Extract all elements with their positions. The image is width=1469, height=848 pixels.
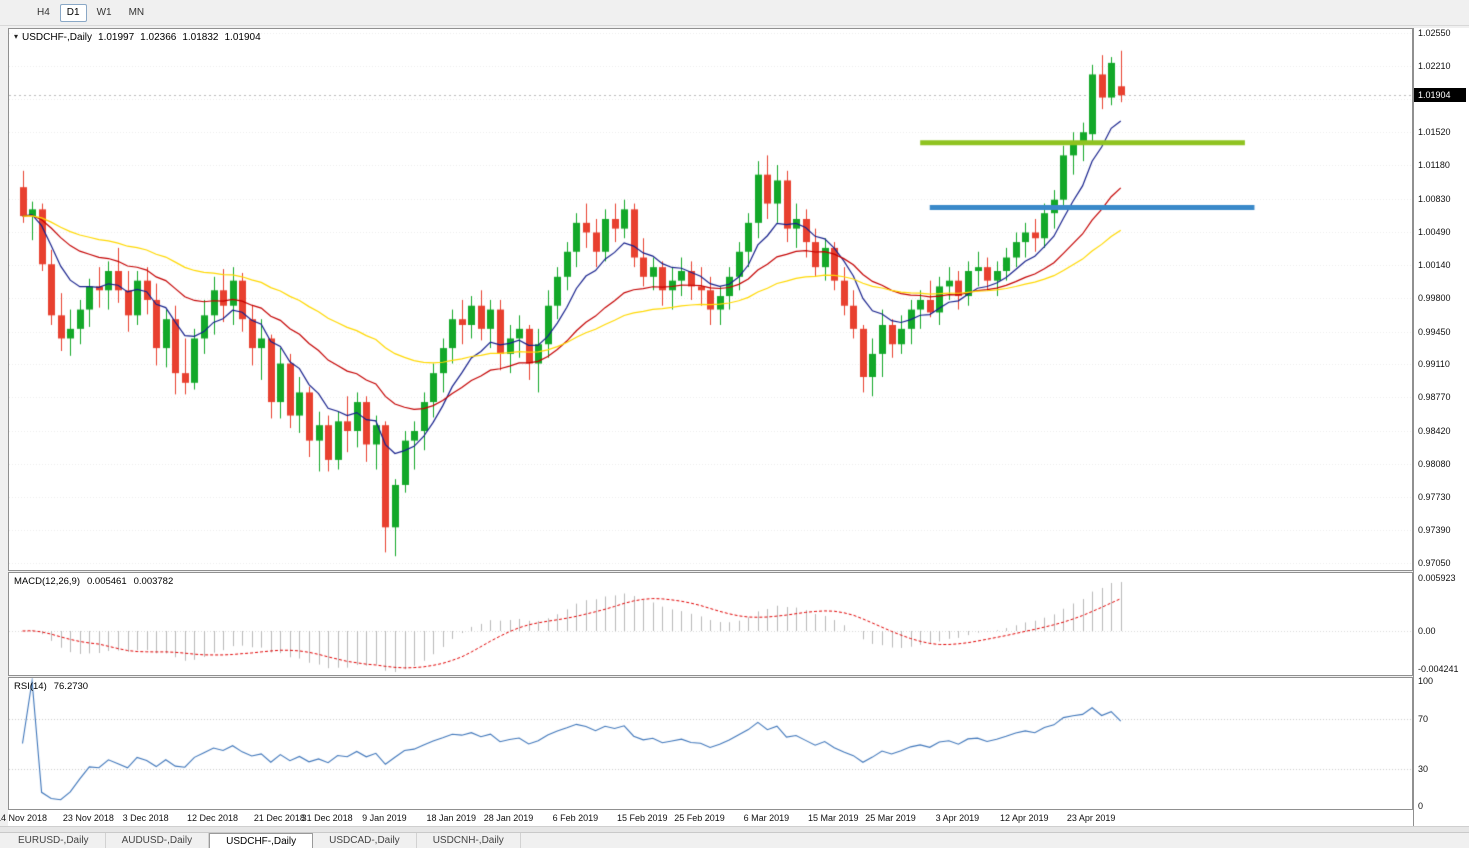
- time-scale-label: 18 Jan 2019: [426, 813, 477, 823]
- timeframe-w1-button[interactable]: W1: [96, 6, 112, 18]
- tab-usdcnh[interactable]: USDCNH-,Daily: [417, 833, 521, 848]
- rsi-panel: RSI(14) 76.2730: [8, 677, 1413, 810]
- price-scale-label: 0.99450: [1418, 326, 1451, 337]
- main-chart-panel: ▾ USDCHF-,Daily 1.01997 1.02366 1.01832 …: [8, 28, 1413, 571]
- price-scale-label: 0.97390: [1418, 525, 1451, 536]
- macd-header: MACD(12,26,9) 0.005461 0.003782: [14, 576, 173, 587]
- price-scale-label: 1.00490: [1418, 226, 1451, 237]
- tab-eurusd[interactable]: EURUSD-,Daily: [2, 833, 106, 848]
- quote-high: 1.02366: [140, 32, 177, 43]
- price-scale[interactable]: 1.01904 1.025501.022101.018701.015201.01…: [1413, 28, 1469, 826]
- time-scale-label: 12 Apr 2019: [999, 813, 1049, 823]
- rsi-label: RSI(14): [14, 681, 47, 692]
- time-scale-label: 3 Dec 2018: [122, 813, 169, 823]
- collapse-arrow-icon[interactable]: ▾: [14, 32, 19, 41]
- price-scale-label: 1.02550: [1418, 28, 1451, 38]
- macd-scale-label: 0.005923: [1418, 572, 1456, 583]
- timeframe-d1-button[interactable]: D1: [59, 3, 87, 22]
- time-scale-label: 9 Jan 2019: [362, 813, 407, 823]
- price-scale-label: 0.99800: [1418, 293, 1451, 303]
- tab-usdchf[interactable]: USDCHF-,Daily: [209, 833, 314, 848]
- macd-value-main: 0.005461: [87, 576, 127, 587]
- time-scale[interactable]: 14 Nov 2018 23 Nov 2018 3 Dec 2018 12 Dec 2…: [0, 810, 1413, 826]
- price-scale-label: 1.00830: [1418, 193, 1451, 204]
- price-scale-label: 0.99110: [1418, 359, 1450, 370]
- current-price-tag: 1.01904: [1414, 88, 1466, 103]
- macd-scale-label: 0.00: [1418, 626, 1436, 636]
- tab-usdcad[interactable]: USDCAD-,Daily: [313, 833, 417, 848]
- time-scale-label: 12 Dec 2018: [186, 813, 239, 823]
- time-scale-label: 31 Dec 2018: [301, 813, 353, 823]
- time-scale-label: 14 Nov 2018: [0, 813, 48, 823]
- rsi-scale-label: 0: [1418, 801, 1424, 811]
- price-scale-label: 1.00140: [1418, 260, 1451, 271]
- time-scale-label: 6 Feb 2019: [552, 813, 599, 823]
- horizontal-scrollbar[interactable]: [0, 826, 1469, 832]
- time-scale-label: 21 Dec 2018: [253, 813, 305, 823]
- price-scale-label: 1.02210: [1418, 60, 1451, 71]
- price-scale-label: 0.97730: [1418, 492, 1451, 503]
- chart-header: ▾ USDCHF-,Daily 1.01997 1.02366 1.01832 …: [14, 32, 261, 43]
- quote-close: 1.01904: [224, 32, 261, 43]
- timeframe-mn-button[interactable]: MN: [128, 6, 145, 18]
- timeframe-toolbar: H4 D1 W1 MN: [0, 0, 1469, 26]
- rsi-scale-label: 70: [1418, 713, 1429, 724]
- macd-canvas[interactable]: [9, 573, 1412, 675]
- price-scale-label: 0.98080: [1418, 458, 1451, 469]
- time-scale-label: 25 Feb 2019: [674, 813, 725, 823]
- time-scale-label: 6 Mar 2019: [743, 813, 790, 823]
- time-scale-label: 3 Apr 2019: [935, 813, 980, 823]
- time-scale-label: 15 Feb 2019: [616, 813, 668, 823]
- price-chart-canvas[interactable]: [9, 29, 1412, 570]
- quote-low: 1.01832: [182, 32, 219, 43]
- time-scale-label: 23 Apr 2019: [1066, 813, 1116, 823]
- tab-audusd[interactable]: AUDUSD-,Daily: [106, 833, 210, 848]
- time-scale-label: 15 Mar 2019: [807, 813, 859, 823]
- price-scale-label: 1.01520: [1418, 127, 1451, 138]
- price-scale-label: 0.97050: [1418, 558, 1451, 568]
- rsi-canvas[interactable]: [9, 678, 1412, 809]
- chart-title: USDCHF-,Daily: [22, 32, 93, 43]
- rsi-value: 76.2730: [53, 681, 89, 692]
- chart-tabs: EURUSD-,Daily AUDUSD-,Daily USDCHF-,Daily U…: [0, 832, 1469, 848]
- timeframe-h4-button[interactable]: H4: [37, 6, 50, 18]
- price-scale-label: 0.98770: [1418, 392, 1451, 403]
- time-scale-label: 25 Mar 2019: [865, 813, 916, 823]
- time-scale-label: 23 Nov 2018: [62, 813, 114, 823]
- macd-scale-label: -0.004241: [1418, 664, 1459, 675]
- price-scale-label: 1.01180: [1418, 160, 1450, 171]
- rsi-scale-label: 30: [1418, 763, 1429, 774]
- macd-panel: MACD(12,26,9) 0.005461 0.003782: [8, 572, 1413, 676]
- macd-label: MACD(12,26,9): [14, 576, 80, 587]
- price-scale-label: 0.98420: [1418, 425, 1451, 436]
- rsi-scale-label: 100: [1418, 676, 1434, 686]
- macd-value-signal: 0.003782: [133, 576, 174, 587]
- time-scale-label: 28 Jan 2019: [483, 813, 534, 823]
- quote-open: 1.01997: [98, 32, 135, 43]
- rsi-header: RSI(14) 76.2730: [14, 681, 88, 692]
